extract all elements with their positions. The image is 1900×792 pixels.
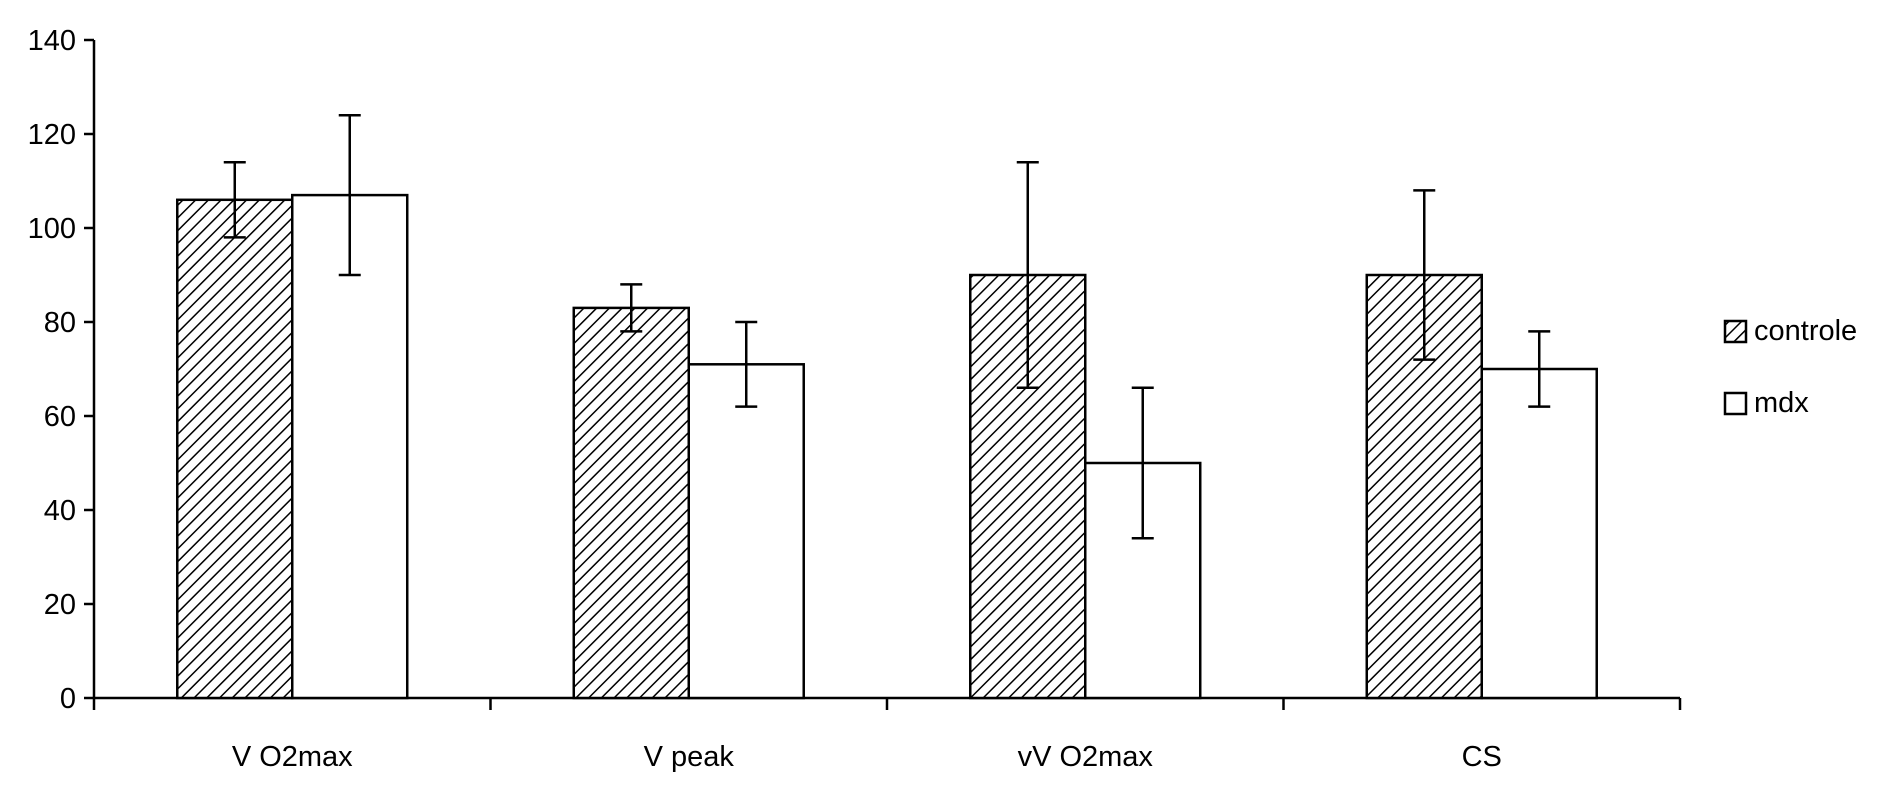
x-tick-label: V peak [644, 741, 735, 773]
legend: controle mdx [1723, 315, 1857, 419]
y-tick-label: 80 [44, 307, 76, 339]
y-tick-label: 60 [44, 401, 76, 433]
legend-label-controle: controle [1754, 315, 1857, 347]
y-tick-label: 120 [28, 119, 76, 151]
bar-mdx-4 [1480, 367, 1598, 700]
y-tick-label: 40 [44, 495, 76, 527]
error-bars [223, 113, 1551, 540]
y-tick-label: 20 [44, 589, 76, 621]
bars [176, 193, 1598, 700]
x-axis: V O2max V peak vV O2max CS [92, 696, 1682, 773]
legend-swatch-controle [1723, 319, 1748, 344]
y-axis: 0 20 40 60 80 100 120 140 [28, 25, 96, 715]
x-tick-label: V O2max [232, 741, 353, 773]
bar-mdx-2 [687, 363, 805, 700]
legend-label-mdx: mdx [1754, 387, 1809, 419]
y-tick-label: 100 [28, 213, 76, 245]
bar-controle-2 [572, 306, 691, 700]
x-tick-label: CS [1462, 741, 1502, 773]
bar-mdx-1 [291, 193, 409, 700]
y-tick-label: 0 [60, 683, 76, 715]
x-tick-label: vV O2max [1018, 741, 1154, 773]
y-tick-label: 140 [28, 25, 76, 57]
bar-controle-1 [176, 198, 294, 700]
legend-swatch-mdx [1723, 391, 1748, 416]
